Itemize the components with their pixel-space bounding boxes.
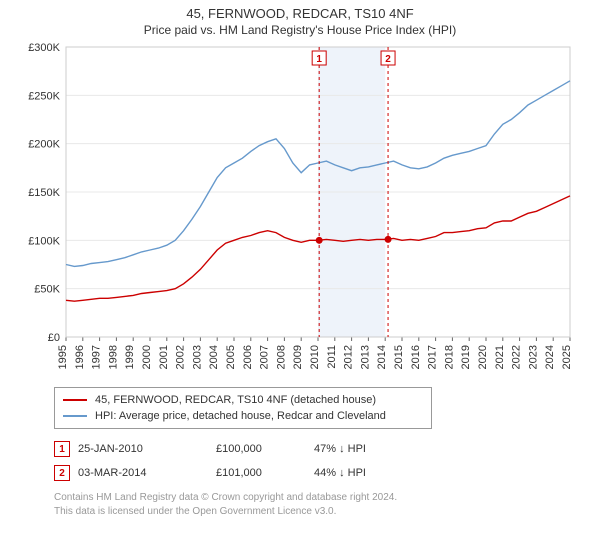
svg-text:2005: 2005 (225, 345, 237, 369)
sales-table: 1 25-JAN-2010 £100,000 47% ↓ HPI 2 03-MA… (54, 437, 600, 485)
svg-text:2019: 2019 (460, 345, 472, 369)
svg-text:1997: 1997 (91, 345, 103, 369)
svg-text:2007: 2007 (259, 345, 271, 369)
chart: £0 £50K £100K £150K £200K £250K £300K 1995 1996 1… (20, 41, 580, 381)
svg-text:2018: 2018 (443, 345, 455, 369)
svg-text:2014: 2014 (376, 345, 388, 369)
chart-svg: £0 £50K £100K £150K £200K £250K £300K 1995 1996 1… (20, 41, 580, 381)
svg-text:2011: 2011 (326, 345, 338, 369)
svg-text:2022: 2022 (511, 345, 523, 369)
footer-line: This data is licensed under the Open Gov… (54, 505, 600, 519)
svg-text:2004: 2004 (208, 345, 220, 369)
svg-text:2003: 2003 (191, 345, 203, 369)
legend-swatch-hpi (63, 415, 87, 417)
svg-text:2017: 2017 (427, 345, 439, 369)
marker-badge-1: 1 (54, 441, 70, 457)
svg-text:£0: £0 (48, 332, 60, 344)
svg-text:1999: 1999 (124, 345, 136, 369)
svg-text:1: 1 (316, 54, 322, 65)
svg-text:2023: 2023 (527, 345, 539, 369)
page-title: 45, FERNWOOD, REDCAR, TS10 4NF (0, 0, 600, 21)
legend-label: HPI: Average price, detached house, Redc… (95, 410, 386, 422)
legend-swatch-property (63, 399, 87, 401)
legend: 45, FERNWOOD, REDCAR, TS10 4NF (detached… (54, 387, 432, 429)
svg-text:£100K: £100K (28, 235, 60, 247)
svg-text:£250K: £250K (28, 90, 60, 102)
marker-badge-2: 2 (54, 465, 70, 481)
legend-item: 45, FERNWOOD, REDCAR, TS10 4NF (detached… (63, 392, 423, 408)
sale-price: £101,000 (216, 467, 306, 479)
sale-date: 03-MAR-2014 (78, 467, 208, 479)
svg-text:2009: 2009 (292, 345, 304, 369)
footer-line: Contains HM Land Registry data © Crown c… (54, 491, 600, 505)
svg-text:2006: 2006 (242, 345, 254, 369)
sale-date: 25-JAN-2010 (78, 443, 208, 455)
svg-text:2010: 2010 (309, 345, 321, 369)
sale-price: £100,000 (216, 443, 306, 455)
svg-text:2020: 2020 (477, 345, 489, 369)
svg-text:£200K: £200K (28, 139, 60, 151)
svg-text:£50K: £50K (34, 284, 60, 296)
svg-text:2001: 2001 (158, 345, 170, 369)
sales-row: 1 25-JAN-2010 £100,000 47% ↓ HPI (54, 437, 600, 461)
sale-delta: 47% ↓ HPI (314, 443, 414, 455)
svg-text:2025: 2025 (561, 345, 573, 369)
svg-text:2: 2 (385, 54, 391, 65)
svg-text:1996: 1996 (74, 345, 86, 369)
svg-text:2024: 2024 (544, 345, 556, 369)
svg-text:2002: 2002 (175, 345, 187, 369)
svg-text:2015: 2015 (393, 345, 405, 369)
svg-text:1995: 1995 (57, 345, 69, 369)
legend-item: HPI: Average price, detached house, Redc… (63, 408, 423, 424)
svg-text:2016: 2016 (410, 345, 422, 369)
sales-row: 2 03-MAR-2014 £101,000 44% ↓ HPI (54, 461, 600, 485)
sale-delta: 44% ↓ HPI (314, 467, 414, 479)
legend-label: 45, FERNWOOD, REDCAR, TS10 4NF (detached… (95, 394, 376, 406)
svg-text:2000: 2000 (141, 345, 153, 369)
svg-text:2012: 2012 (343, 345, 355, 369)
svg-text:£150K: £150K (28, 187, 60, 199)
svg-text:2008: 2008 (275, 345, 287, 369)
svg-text:2021: 2021 (494, 345, 506, 369)
page-subtitle: Price paid vs. HM Land Registry's House … (0, 21, 600, 41)
svg-text:2013: 2013 (359, 345, 371, 369)
footer: Contains HM Land Registry data © Crown c… (54, 491, 600, 518)
svg-text:1998: 1998 (107, 345, 119, 369)
svg-text:£300K: £300K (28, 42, 60, 54)
